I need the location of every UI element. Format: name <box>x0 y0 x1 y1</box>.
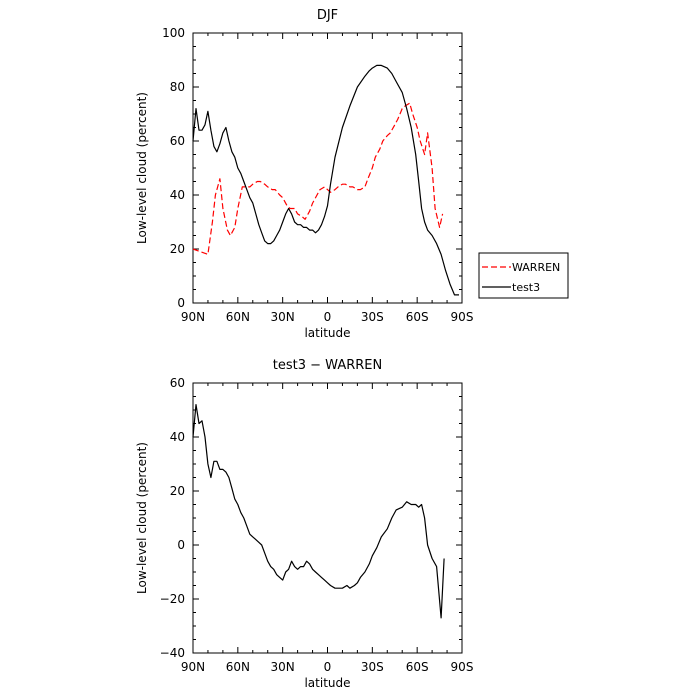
series-line-warren <box>192 102 444 255</box>
y-tick-label: 0 <box>177 538 185 552</box>
y-tick-label: −40 <box>160 646 185 660</box>
x-tick-label: 0 <box>324 660 332 674</box>
x-tick-label: 30N <box>271 660 295 674</box>
x-tick-label: 90S <box>451 310 474 324</box>
x-tick-label: 30N <box>271 310 295 324</box>
legend-entry: test3 <box>512 281 540 294</box>
plot-frame <box>192 32 463 304</box>
chart-panel-1: DJF 90N 60N 30N 0 30S 60S 90S 0 20 40 60 80 100 latitu… <box>135 8 569 340</box>
x-tick-label: 30S <box>361 310 384 324</box>
chart-panels: DJF 90N 60N 30N 0 30S 60S 90S 0 20 40 60 80 100 latitu… <box>135 8 569 690</box>
x-tick-label: 90N <box>181 310 205 324</box>
y-tick-label: 60 <box>170 134 185 148</box>
y-tick-label: −20 <box>160 592 185 606</box>
x-tick-label: 60S <box>406 310 429 324</box>
x-axis-label: latitude <box>304 676 350 690</box>
x-tick-label: 60S <box>406 660 429 674</box>
plot-frame <box>192 382 463 654</box>
chart-title: test3 − WARREN <box>273 358 382 373</box>
x-tick-label: 30S <box>361 660 384 674</box>
series-line-difference <box>192 404 445 619</box>
y-tick-label: 0 <box>177 296 185 310</box>
y-axis-label: Low-level cloud (percent) <box>135 442 149 594</box>
y-axis-label: Low-level cloud (percent) <box>135 92 149 244</box>
y-tick-label: 100 <box>162 26 185 40</box>
x-axis-label: latitude <box>304 326 350 340</box>
y-tick-label: 40 <box>170 188 185 202</box>
x-tick-label: 60N <box>226 310 250 324</box>
x-tick-label: 60N <box>226 660 250 674</box>
y-tick-label: 20 <box>170 484 185 498</box>
legend-box <box>478 252 569 299</box>
legend: WARREN test3 <box>478 252 569 299</box>
series-line-test3 <box>192 64 459 296</box>
y-tick-label: 80 <box>170 80 185 94</box>
y-tick-label: 20 <box>170 242 185 256</box>
chart-title: DJF <box>317 8 338 23</box>
y-tick-label: 60 <box>170 376 185 390</box>
legend-entry: WARREN <box>512 261 560 274</box>
y-tick-label: 40 <box>170 430 185 444</box>
chart-panel-2: test3 − WARREN 90N 60N 30N 0 30S 60S 90S −40 −20 0… <box>135 358 473 690</box>
x-tick-label: 90N <box>181 660 205 674</box>
x-tick-label: 0 <box>324 310 332 324</box>
x-tick-label: 90S <box>451 660 474 674</box>
